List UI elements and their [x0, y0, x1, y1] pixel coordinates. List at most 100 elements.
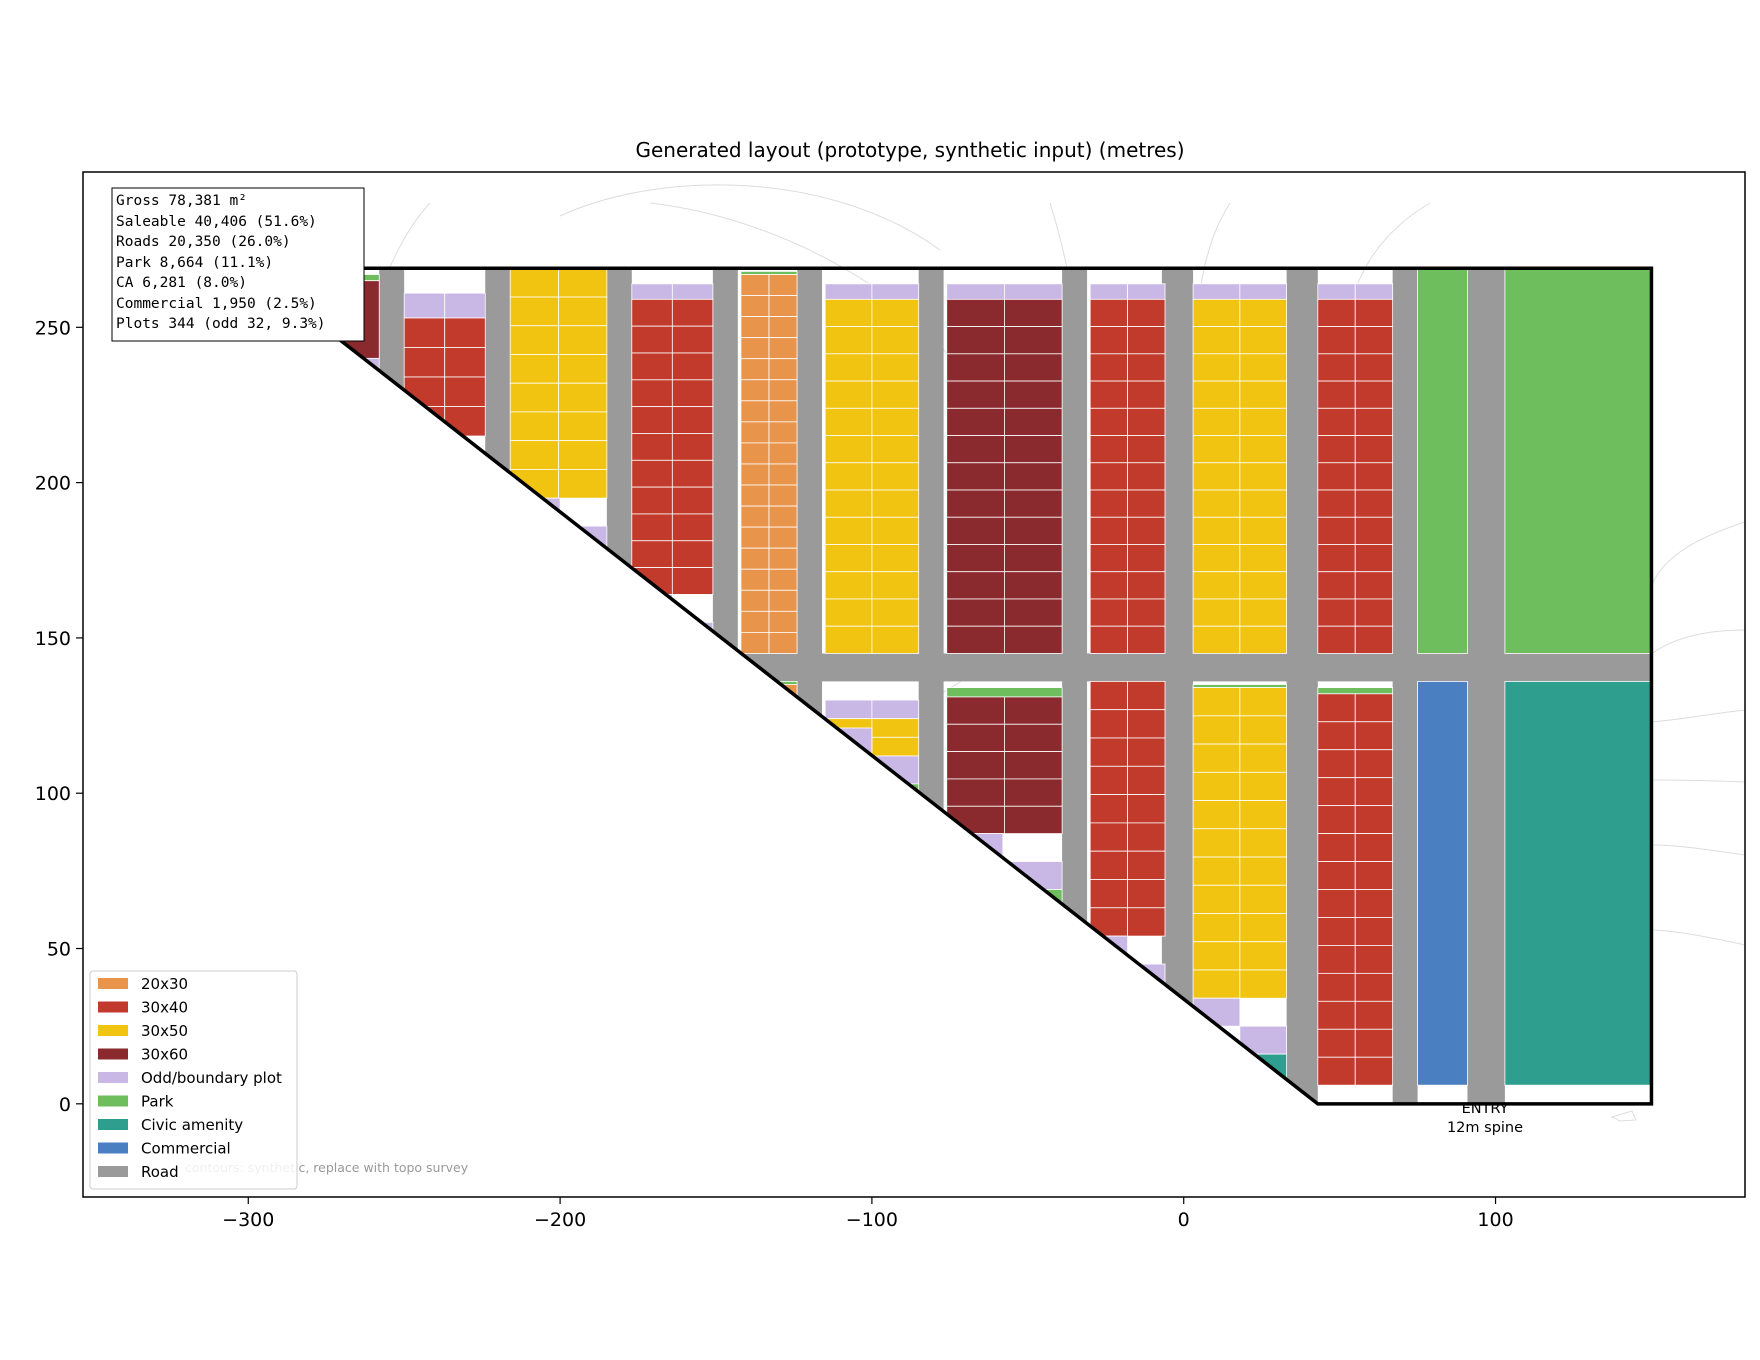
plot-30x40 — [1089, 709, 1128, 739]
plot-30x60 — [946, 516, 1005, 545]
plot-30x40 — [1317, 833, 1356, 862]
plot-30x50 — [824, 625, 873, 654]
plot-30x60 — [1004, 805, 1063, 834]
plot-30x50 — [558, 354, 608, 384]
plot-20x30 — [768, 442, 798, 465]
odd-plot — [403, 292, 446, 319]
plot-30x50 — [1192, 743, 1241, 773]
plot-30x40 — [444, 317, 486, 348]
plot-30x50 — [871, 353, 920, 382]
plot-30x40 — [1127, 907, 1166, 937]
plot-20x30 — [768, 274, 798, 296]
legend-swatch-civic — [98, 1119, 128, 1130]
plot-30x60 — [946, 598, 1005, 627]
plot-30x40 — [1354, 435, 1394, 464]
plot-30x50 — [1239, 489, 1288, 518]
entry-annotation: ENTRY 12m spine — [1447, 1101, 1523, 1136]
plot-20x30 — [740, 379, 770, 402]
plot-30x50 — [1192, 969, 1241, 999]
plot-30x50 — [871, 462, 920, 491]
plot-30x40 — [1127, 765, 1166, 795]
plot-30x50 — [824, 544, 873, 573]
plot-30x50 — [824, 353, 873, 382]
plot-block-20x30 — [740, 270, 798, 654]
plot-30x50 — [509, 325, 559, 355]
plot-30x50 — [1239, 571, 1288, 600]
plot-30x60 — [946, 625, 1005, 654]
plot-20x30 — [740, 421, 770, 444]
plot-30x40 — [1354, 749, 1394, 779]
plot-30x50 — [871, 718, 920, 738]
plot-30x40 — [1354, 298, 1394, 327]
plot-30x60 — [1004, 544, 1063, 573]
entry-spine-label: 12m spine — [1447, 1120, 1523, 1136]
odd-plot — [871, 699, 920, 720]
plot-30x40 — [1089, 435, 1128, 464]
plot-30x40 — [1127, 822, 1166, 852]
plot-30x50 — [1192, 715, 1241, 745]
legend-label-odd: Odd/boundary plot — [141, 1069, 282, 1087]
plot-30x40 — [671, 406, 714, 434]
legend-swatch-odd — [98, 1072, 128, 1083]
plot-30x40 — [444, 406, 486, 437]
plot-30x50 — [1239, 353, 1288, 382]
plot-30x40 — [1089, 680, 1128, 711]
y-axis-ticks: 0 50 100 150 200 250 — [35, 317, 83, 1116]
plot-block-30x50 — [824, 283, 920, 654]
plot-30x40 — [1354, 693, 1394, 723]
plot-30x50 — [1239, 941, 1288, 971]
plot-30x40 — [1127, 462, 1166, 491]
plot-30x40 — [1317, 544, 1356, 573]
odd-plot — [1004, 283, 1063, 300]
plot-30x50 — [871, 736, 920, 757]
plot-30x50 — [509, 296, 559, 327]
plot-30x40 — [1127, 598, 1166, 627]
plot-30x40 — [1354, 972, 1394, 1002]
plot-30x50 — [1192, 326, 1241, 355]
plot-30x50 — [1192, 407, 1241, 436]
plot-30x40 — [1089, 544, 1128, 573]
commercial-area — [1417, 680, 1468, 1086]
plot-30x50 — [824, 571, 873, 600]
legend-label-commercial: Commercial — [141, 1140, 231, 1158]
plot-block-30x60 — [946, 687, 1063, 834]
plot-30x50 — [1192, 800, 1241, 830]
plot-30x50 — [1192, 687, 1241, 717]
plot-30x50 — [871, 326, 920, 355]
plot-20x30 — [740, 337, 770, 360]
plot-30x50 — [1192, 771, 1241, 801]
plot-30x50 — [1239, 969, 1288, 999]
y-tick-label: 100 — [35, 783, 71, 805]
legend-swatch-20x30 — [98, 978, 128, 989]
plot-30x50 — [1239, 435, 1288, 464]
legend-label-20x30: 20x30 — [141, 975, 188, 993]
plot-30x40 — [1354, 1028, 1394, 1058]
legend-swatch-30x50 — [98, 1025, 128, 1036]
plot-30x40 — [1317, 1000, 1356, 1030]
odd-plot — [631, 283, 673, 300]
plot-30x40 — [1089, 516, 1128, 545]
plot-30x50 — [1192, 598, 1241, 627]
plot-30x40 — [1089, 794, 1128, 824]
legend-swatch-30x60 — [98, 1048, 128, 1060]
plot-20x30 — [740, 463, 770, 486]
plot-30x40 — [671, 325, 714, 354]
stat-plots: Plots 344 (odd 32, 9.3%) — [116, 316, 326, 332]
legend: 20x30 30x40 30x50 30x60 Odd/boundary plot Par… — [89, 970, 298, 1190]
plot-area: contours: synthetic, replace with topo s… — [83, 184, 1745, 1197]
odd-plot — [824, 699, 873, 720]
plot-30x40 — [1089, 737, 1128, 767]
plot-30x50 — [824, 326, 873, 355]
plot-20x30 — [740, 631, 770, 654]
plot-30x50 — [871, 598, 920, 627]
odd-plot — [444, 292, 486, 319]
plot-30x40 — [1354, 1000, 1394, 1030]
plot-30x50 — [1192, 625, 1241, 654]
stat-ca: CA 6,281 (8.0%) — [116, 275, 247, 291]
plot-30x40 — [1317, 805, 1356, 834]
plot-30x40 — [1089, 598, 1128, 627]
plot-30x50 — [1192, 884, 1241, 914]
plot-30x40 — [671, 459, 714, 488]
odd-plot — [946, 283, 1005, 300]
